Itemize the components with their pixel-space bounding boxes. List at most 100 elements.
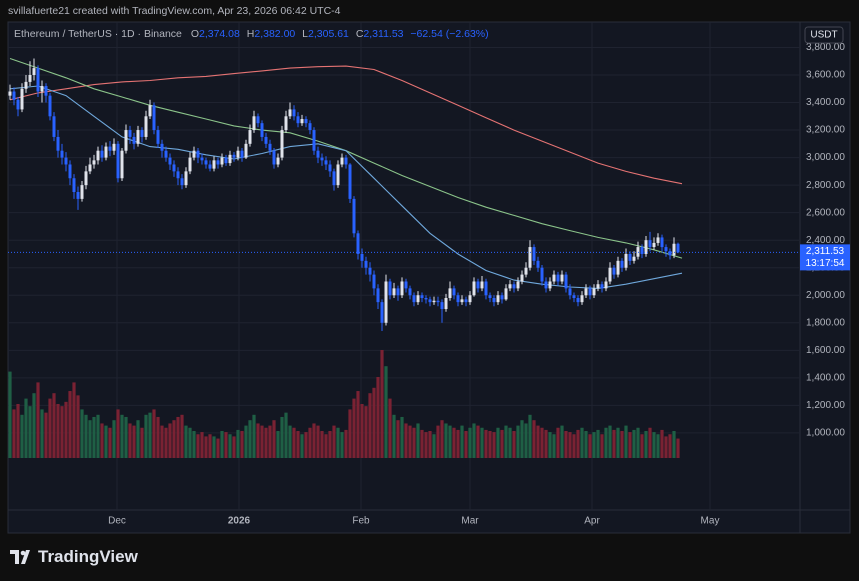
volume-bar	[332, 425, 336, 458]
candle-body	[484, 281, 488, 296]
volume-bar	[144, 414, 148, 458]
y-tick-label: 1,200.00	[806, 400, 845, 411]
candle-body	[324, 160, 328, 165]
volume-bar	[60, 406, 64, 458]
candle-body	[456, 295, 460, 303]
volume-bar	[156, 416, 160, 458]
candle-body	[188, 157, 192, 172]
volume-bar	[224, 432, 228, 458]
volume-bar	[184, 425, 188, 458]
candle-body	[340, 157, 344, 165]
candle-body	[476, 281, 480, 289]
o-value: 2,374.08	[198, 28, 240, 40]
candle-body	[572, 295, 576, 299]
candle-body	[208, 164, 212, 169]
volume-bar	[216, 438, 220, 458]
candle-body	[492, 298, 496, 303]
volume-bar	[644, 431, 648, 458]
volume-bar	[596, 429, 600, 458]
volume-bar	[372, 387, 376, 458]
volume-bar	[104, 425, 108, 458]
candle-body	[644, 240, 648, 254]
candle-body	[128, 130, 132, 137]
candle-body	[304, 119, 308, 124]
volume-bar	[180, 414, 184, 458]
candle-body	[540, 267, 544, 282]
candle-body	[124, 130, 128, 151]
candle-body	[228, 154, 232, 164]
candle-body	[404, 281, 408, 289]
volume-bar	[524, 423, 528, 458]
candle-body	[596, 284, 600, 289]
volume-bar	[28, 406, 32, 458]
y-tick-label: 2,800.00	[806, 180, 845, 191]
candle-body	[504, 288, 508, 300]
candle-body	[584, 288, 588, 296]
candle-body	[48, 95, 52, 117]
candle-body	[56, 136, 60, 151]
volume-bar	[140, 427, 144, 458]
candle-body	[676, 243, 680, 253]
candle-body	[280, 130, 284, 158]
volume-bar	[308, 427, 312, 458]
volume-bar	[188, 427, 192, 458]
volume-bar	[168, 423, 172, 458]
candle-body	[548, 281, 552, 289]
candle-body	[628, 253, 632, 261]
candle-body	[104, 146, 108, 158]
volume-bar	[124, 416, 128, 458]
candle-body	[556, 274, 560, 282]
volume-bar	[36, 382, 40, 458]
y-tick-label: 3,200.00	[806, 125, 845, 136]
volume-bar	[444, 423, 448, 458]
volume-bar	[264, 427, 268, 458]
volume-bar	[380, 350, 384, 458]
candle-body	[196, 150, 200, 158]
candle-body	[344, 157, 348, 165]
volume-bar	[8, 371, 12, 458]
candle-body	[468, 295, 472, 303]
candle-body	[260, 123, 264, 137]
candle-body	[300, 119, 304, 124]
volume-bar	[112, 420, 116, 458]
candle-body	[116, 143, 120, 179]
volume-bar	[668, 434, 672, 458]
volume-bar	[208, 434, 212, 458]
volume-bar	[312, 423, 316, 458]
candle-body	[352, 198, 356, 234]
volume-bar	[284, 412, 288, 458]
candle-body	[264, 136, 268, 144]
candle-body	[472, 281, 476, 296]
volume	[8, 350, 680, 458]
candle-body	[36, 68, 40, 92]
candle-body	[60, 150, 64, 158]
volume-bar	[232, 436, 236, 458]
volume-bar	[376, 377, 380, 458]
volume-bar	[584, 431, 588, 458]
candle-body	[328, 164, 332, 172]
candle-body	[564, 274, 568, 289]
volume-bar	[44, 412, 48, 458]
volume-bar	[480, 427, 484, 458]
volume-bar	[416, 423, 420, 458]
candle-body	[520, 274, 524, 282]
volume-bar	[556, 427, 560, 458]
candle-body	[420, 295, 424, 299]
volume-bar	[204, 436, 208, 458]
candle-body	[624, 253, 628, 268]
y-tick-label: 1,000.00	[806, 428, 845, 439]
candle-body	[256, 116, 260, 124]
volume-bar	[420, 429, 424, 458]
candle-body	[72, 178, 76, 193]
volume-bar	[316, 425, 320, 458]
volume-bar	[396, 420, 400, 458]
y-tick-label: 3,000.00	[806, 152, 845, 163]
volume-bar	[404, 423, 408, 458]
candle-body	[320, 157, 324, 161]
grid	[8, 22, 800, 510]
candle-body	[284, 116, 288, 131]
candle-body	[152, 105, 156, 131]
candle-body	[224, 157, 228, 164]
volume-bar	[56, 404, 60, 458]
candle-body	[180, 178, 184, 186]
